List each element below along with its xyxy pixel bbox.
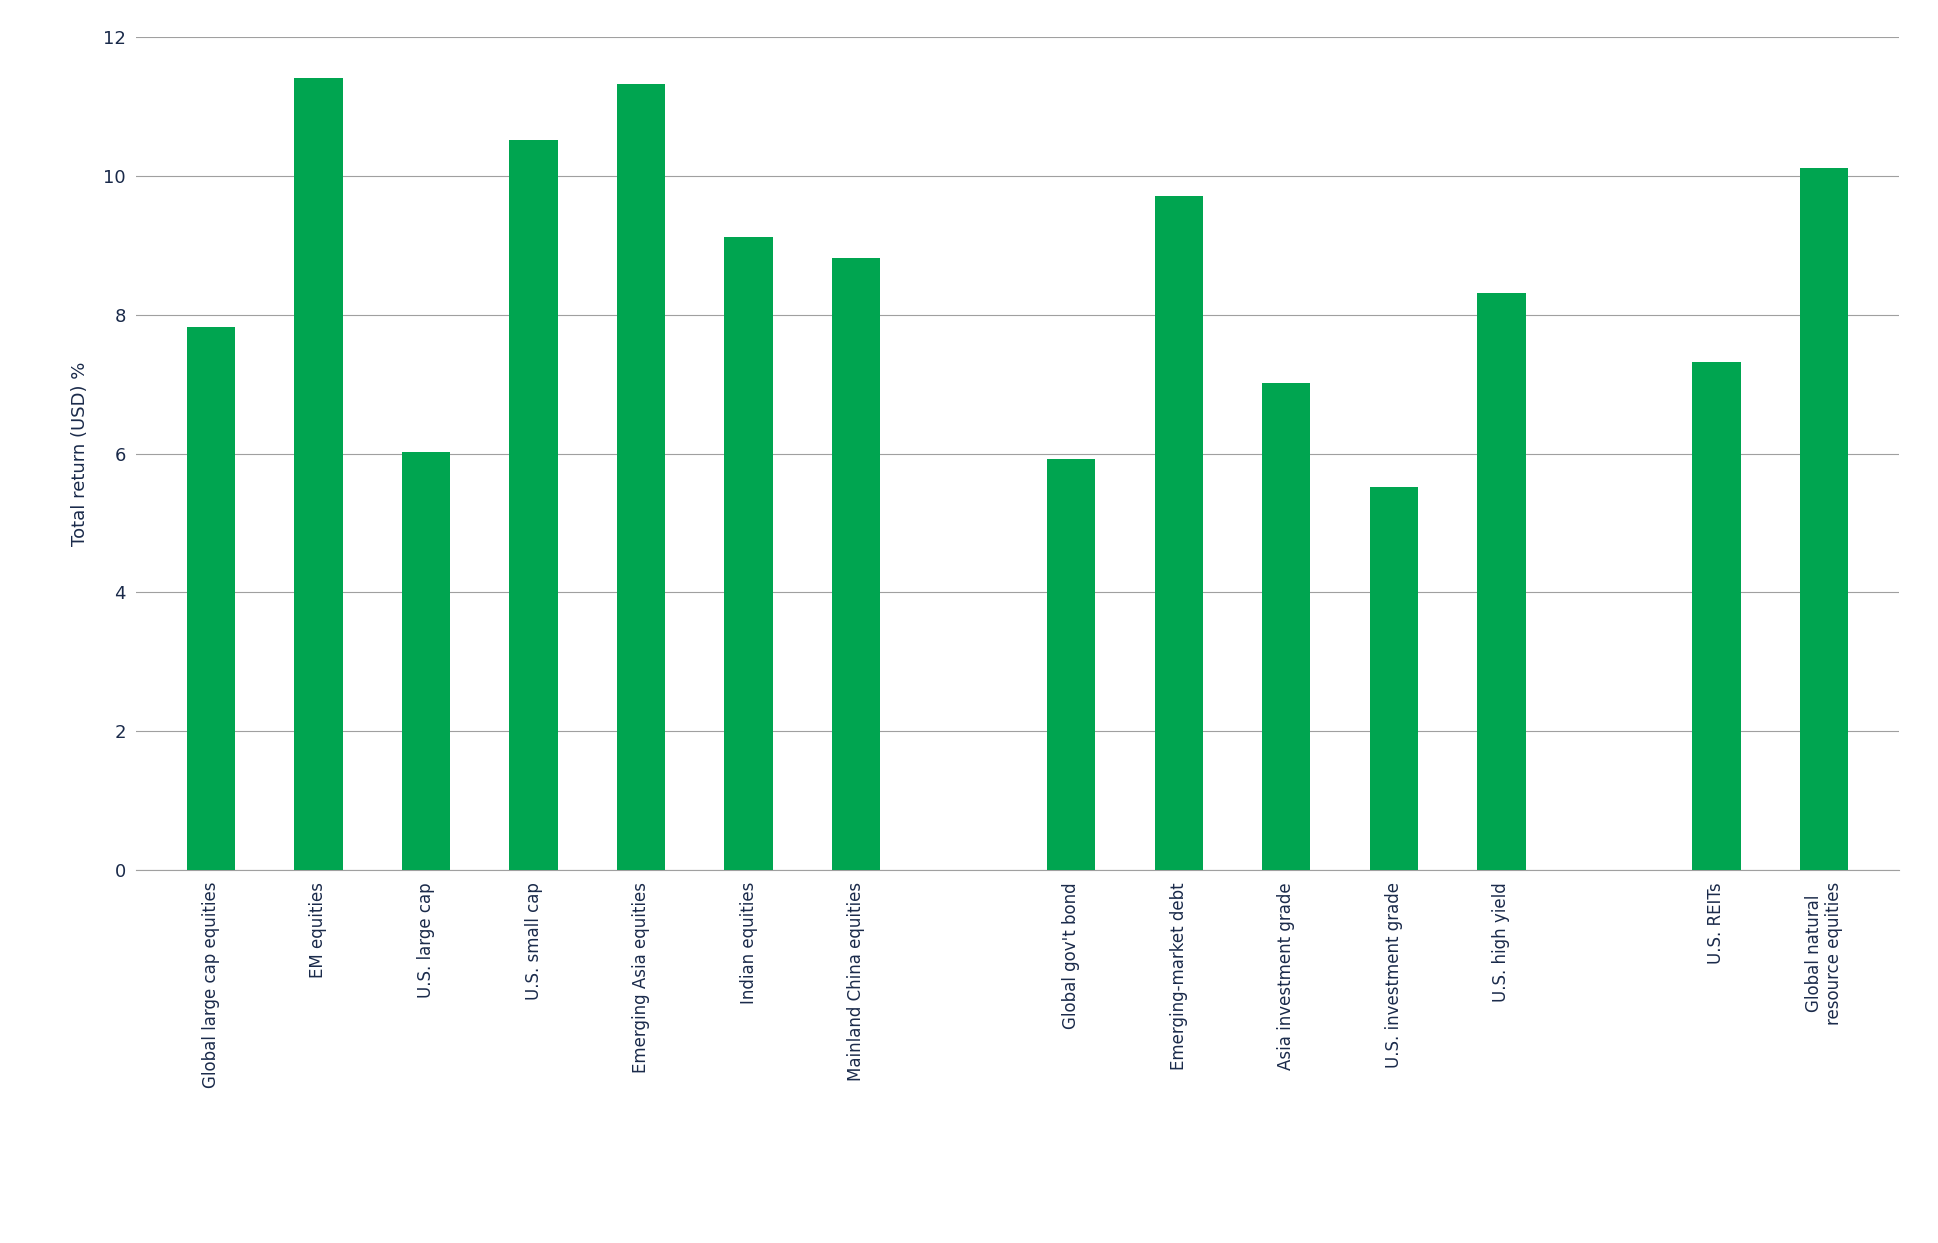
Bar <box>616 85 665 870</box>
Bar <box>510 140 558 870</box>
Bar <box>831 259 880 870</box>
Y-axis label: Total return (USD) %: Total return (USD) % <box>72 362 89 546</box>
Bar <box>1370 487 1419 870</box>
Bar <box>401 452 450 870</box>
Bar <box>186 327 234 870</box>
Bar <box>1800 168 1849 870</box>
Bar <box>1047 459 1095 870</box>
Bar <box>1692 362 1740 870</box>
Bar <box>1262 383 1310 870</box>
Bar <box>295 77 343 870</box>
Bar <box>725 237 773 870</box>
Bar <box>1155 195 1203 870</box>
Bar <box>1477 292 1525 870</box>
